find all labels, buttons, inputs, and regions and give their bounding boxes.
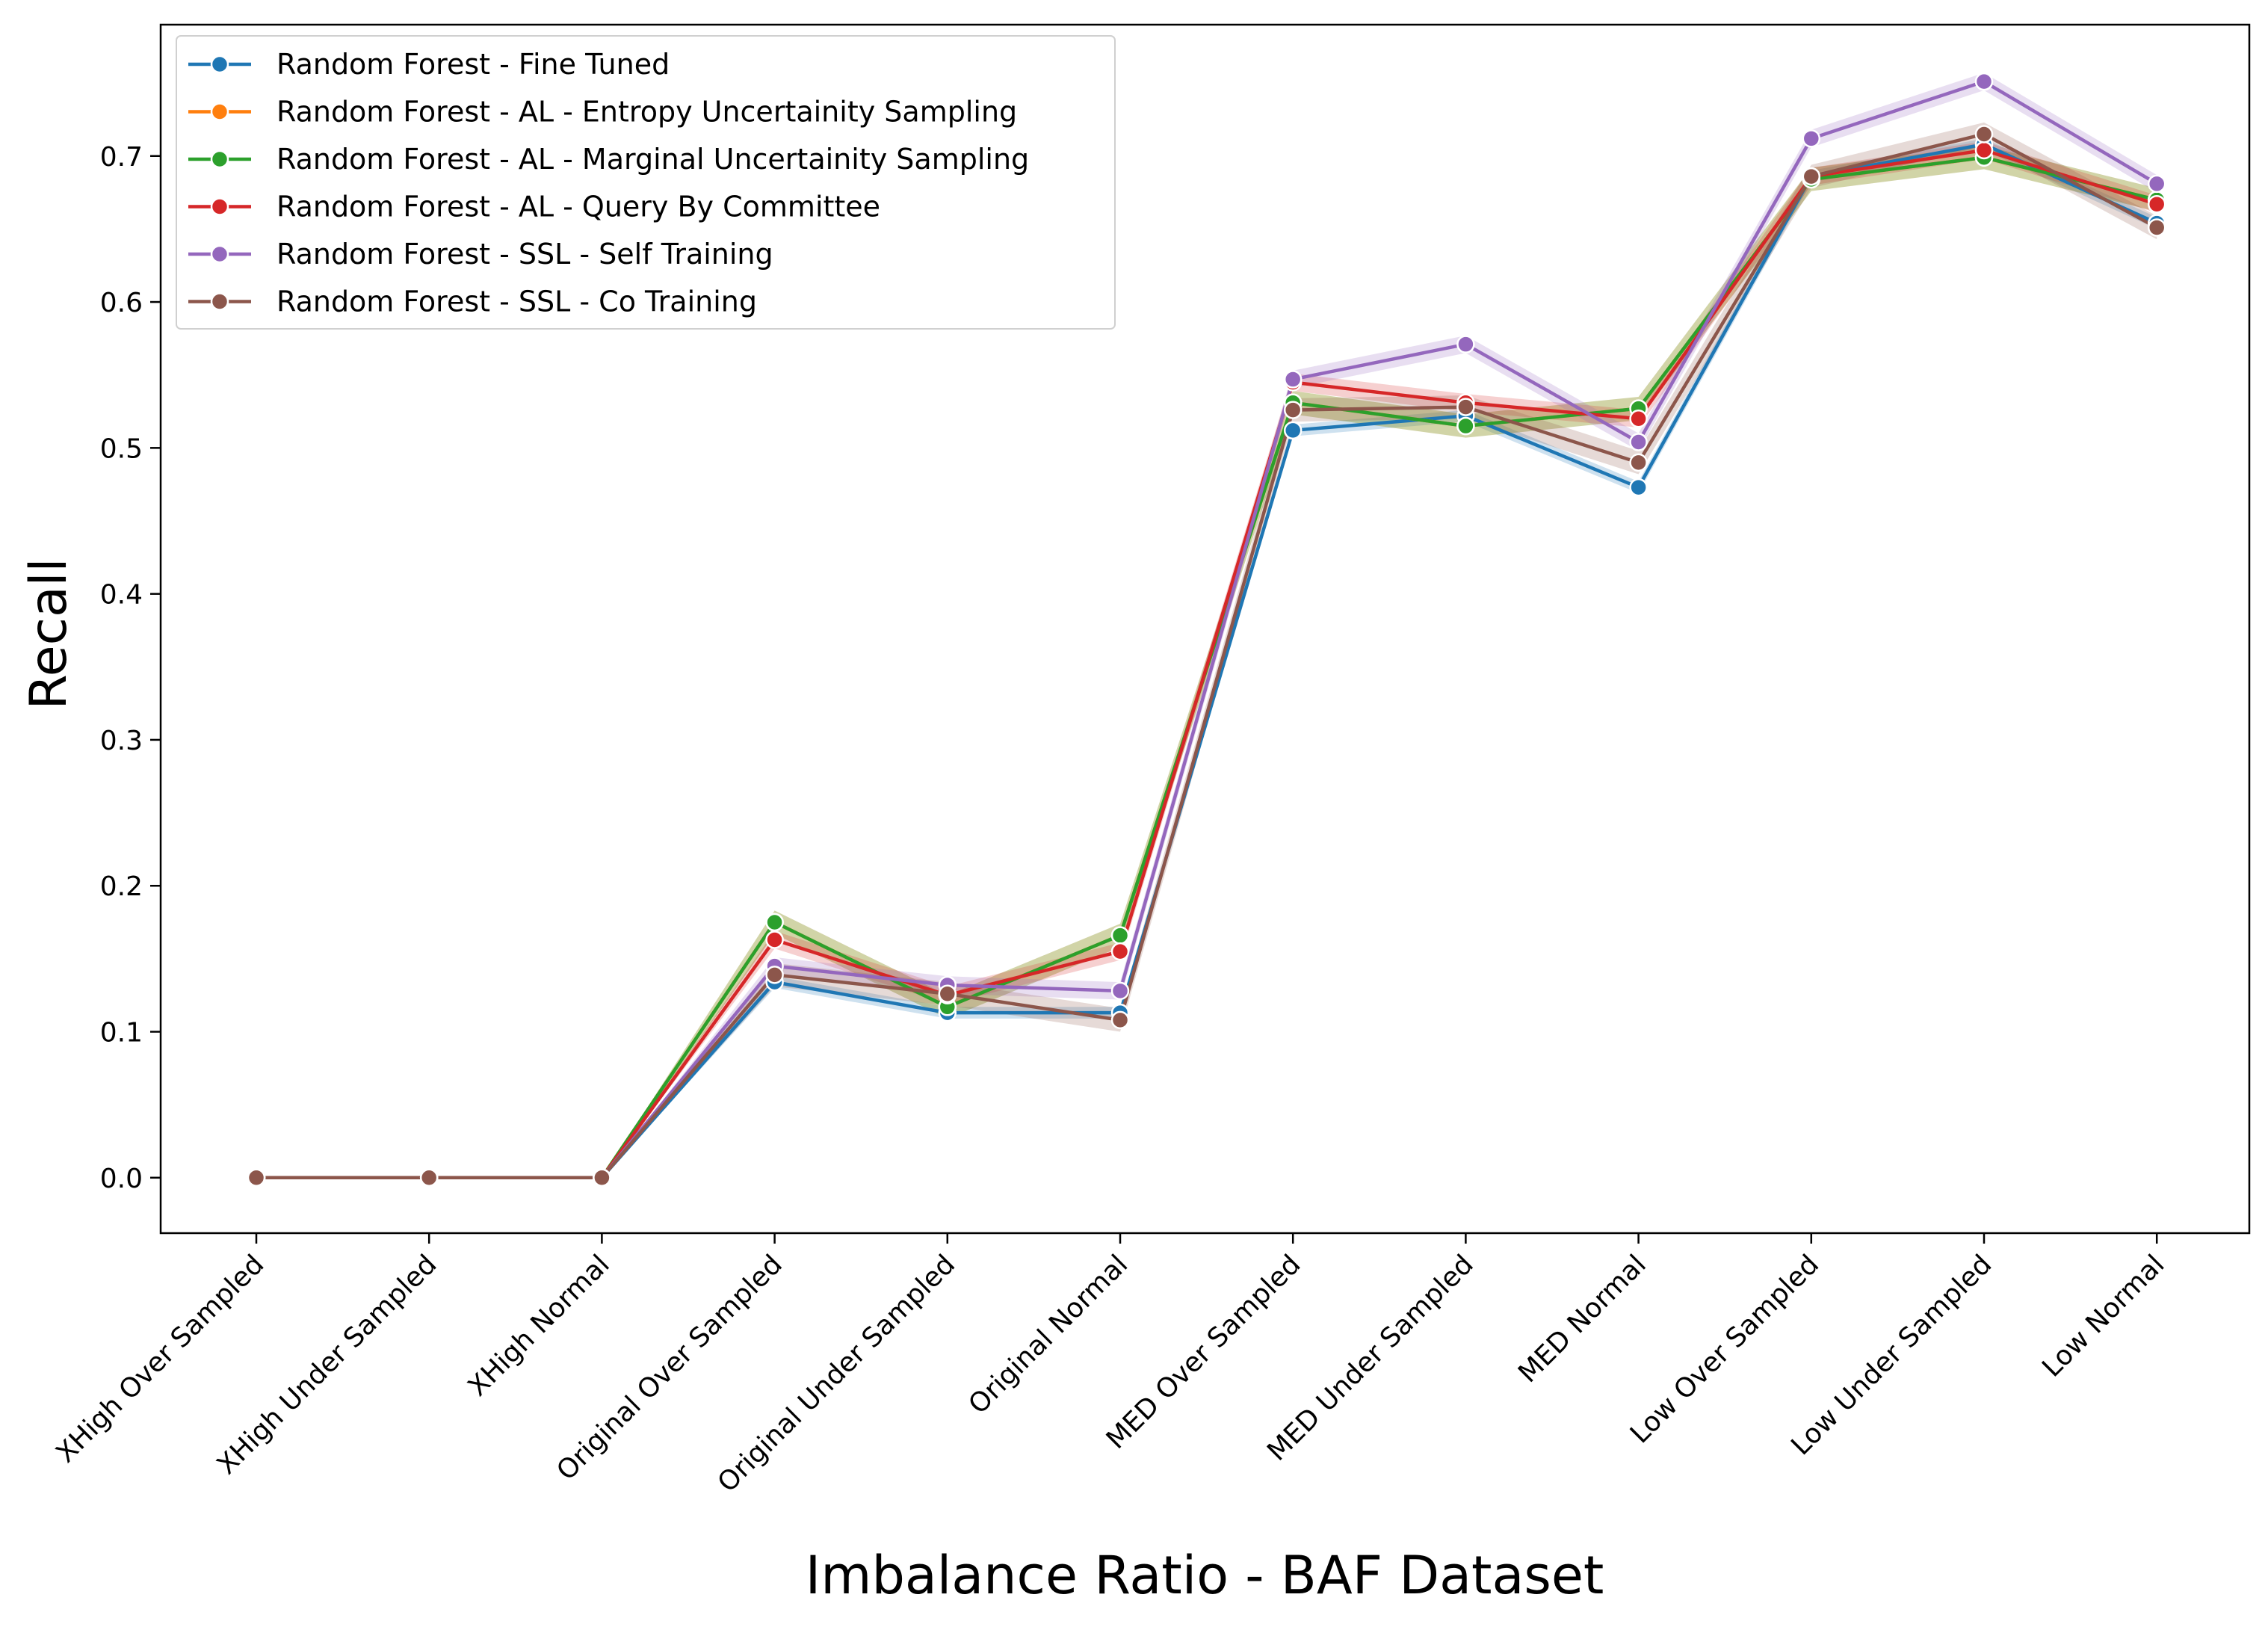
- series-line: [254, 132, 2159, 1180]
- legend-swatch-marker: [210, 102, 229, 121]
- data-point: [1456, 398, 1475, 416]
- legend-label: Random Forest - AL - Marginal Uncertaini…: [276, 143, 1029, 176]
- data-point: [1110, 981, 1130, 1001]
- legend: Random Forest - Fine Tuned Random Forest …: [176, 35, 1116, 330]
- data-point: [1974, 72, 1994, 91]
- confidence-band: [256, 141, 2157, 1178]
- data-point: [765, 930, 784, 949]
- data-point: [1456, 416, 1475, 436]
- data-point: [1629, 453, 1648, 472]
- data-point: [247, 1168, 266, 1188]
- plot-frame: [159, 23, 2251, 1235]
- legend-label: Random Forest - Fine Tuned: [276, 48, 670, 81]
- data-point: [1629, 478, 1648, 497]
- y-tick-label: 0.0: [100, 1164, 143, 1194]
- data-point: [1456, 335, 1475, 354]
- data-point: [1629, 433, 1648, 451]
- series-lines: [254, 79, 2159, 1180]
- legend-swatch-marker: [210, 244, 229, 264]
- data-point: [1110, 942, 1130, 961]
- y-tick-label: 0.5: [100, 433, 143, 464]
- y-tick-label: 0.1: [100, 1018, 143, 1049]
- series-markers: [247, 72, 2166, 1188]
- legend-swatch-marker: [210, 55, 229, 74]
- y-tick-label: 0.2: [100, 871, 143, 902]
- data-point: [1110, 926, 1130, 945]
- y-tick-label: 0.7: [100, 142, 143, 173]
- legend-label: Random Forest - AL - Query By Committee: [276, 191, 880, 223]
- data-point: [1629, 410, 1648, 428]
- data-point: [1110, 1010, 1130, 1030]
- legend-box: [176, 35, 1116, 330]
- x-axis-title: Imbalance Ratio - BAF Dataset: [806, 1545, 1604, 1606]
- confidence-band: [256, 122, 2157, 1178]
- legend-label: Random Forest - SSL - Self Training: [276, 238, 773, 271]
- data-point: [1283, 421, 1303, 440]
- y-tick-label: 0.6: [100, 288, 143, 318]
- data-point: [1283, 370, 1303, 389]
- y-axis: 0.0 0.1 0.2 0.3 0.4 0.5 0.6 0.7: [100, 142, 161, 1194]
- data-point: [1802, 167, 1821, 186]
- data-point: [419, 1168, 439, 1188]
- legend-swatch-marker: [210, 197, 229, 216]
- data-point: [593, 1168, 611, 1188]
- data-point: [1283, 401, 1303, 419]
- data-point: [765, 913, 784, 932]
- data-point: [2147, 174, 2166, 194]
- data-point: [2147, 194, 2166, 214]
- legend-label: Random Forest - SSL - Co Training: [276, 285, 757, 318]
- data-point: [1974, 141, 1994, 160]
- data-point: [765, 966, 784, 984]
- legend-swatch-marker: [210, 292, 229, 311]
- data-point: [1802, 129, 1821, 148]
- y-tick-label: 0.4: [100, 580, 143, 611]
- y-axis-title: Recall: [19, 558, 78, 710]
- legend-swatch-marker: [210, 149, 229, 169]
- legend-label: Random Forest - AL - Entropy Uncertainit…: [276, 96, 1017, 129]
- y-tick-label: 0.3: [100, 726, 143, 756]
- data-point: [938, 984, 957, 1003]
- data-point: [1974, 125, 1994, 143]
- data-point: [2147, 218, 2166, 237]
